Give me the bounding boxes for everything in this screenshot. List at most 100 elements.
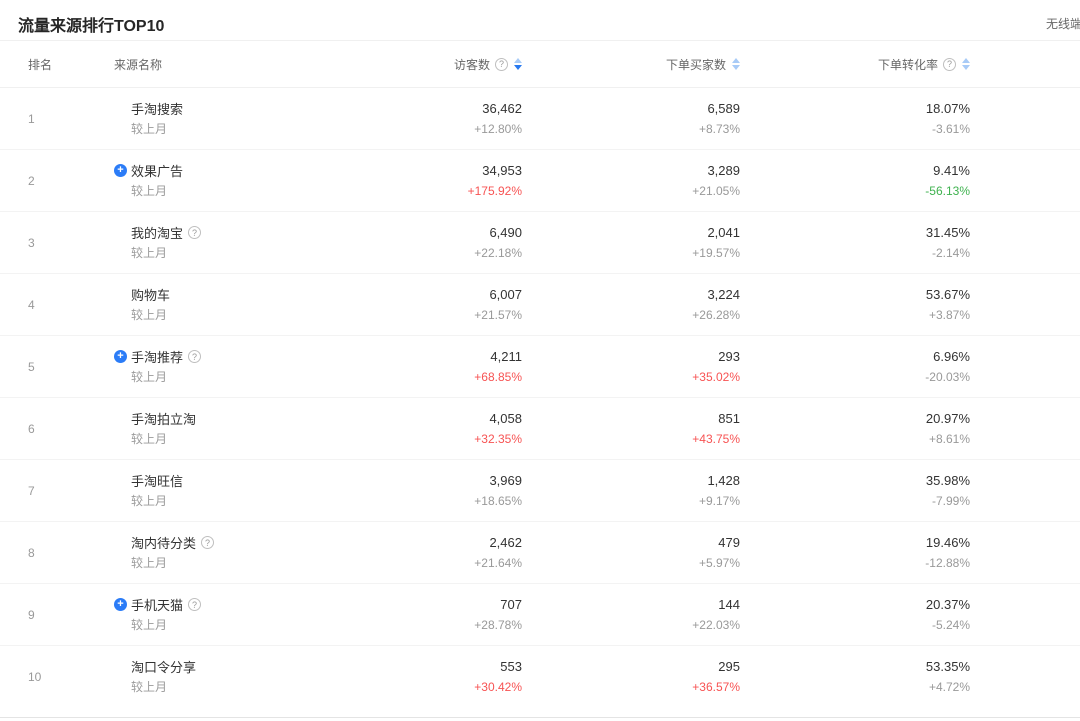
table-row: 5 + 手淘推荐 ? 较上月 4,211 +68.85% 293 +35.02%…: [0, 336, 1080, 398]
compare-label: 较上月: [131, 432, 168, 446]
conversion-value: 20.97%: [925, 411, 970, 426]
buyers-change: +8.73%: [698, 122, 740, 136]
sort-icon[interactable]: [732, 58, 740, 70]
conversion-value: 35.98%: [925, 473, 970, 488]
column-header-rank: 排名: [28, 57, 53, 72]
compare-label: 较上月: [131, 680, 168, 694]
table-row: 10 + 淘口令分享 ? 较上月 553 +30.42% 295 +36.57%…: [0, 646, 1080, 708]
source-name[interactable]: 我的淘宝: [131, 226, 184, 241]
source-name[interactable]: 购物车: [131, 288, 171, 303]
conversion-change: -56.13%: [925, 184, 970, 198]
visitors-value: 34,953: [482, 163, 522, 178]
rank-cell: 1: [28, 111, 35, 126]
table-row: 6 + 手淘拍立淘 ? 较上月 4,058 +32.35% 851 +43.75…: [0, 398, 1080, 460]
conversion-value: 18.07%: [925, 101, 970, 116]
help-icon[interactable]: ?: [188, 598, 202, 611]
visitors-change: +18.65%: [474, 494, 522, 508]
visitors-change: +68.85%: [474, 370, 522, 384]
buyers-change: +21.05%: [692, 184, 740, 198]
source-name[interactable]: 手淘搜索: [131, 102, 184, 117]
source-name[interactable]: 手淘拍立淘: [131, 412, 197, 427]
sort-icon[interactable]: [962, 58, 970, 70]
source-name[interactable]: 手淘推荐: [131, 350, 184, 365]
visitors-value: 36,462: [482, 101, 522, 116]
table-row: 2 + 效果广告 ? 较上月 34,953 +175.92% 3,289 +21…: [0, 150, 1080, 212]
visitors-value: 6,490: [489, 225, 522, 240]
help-icon[interactable]: ?: [188, 226, 202, 239]
conversion-change: -7.99%: [931, 494, 970, 508]
visitors-value: 4,058: [489, 411, 522, 426]
terminal-label[interactable]: 无线端: [1046, 17, 1080, 31]
compare-label: 较上月: [131, 370, 168, 384]
source-name[interactable]: 手淘旺信: [131, 474, 184, 489]
help-icon[interactable]: ?: [495, 57, 508, 71]
table-row: 9 + 手机天猫 ? 较上月 707 +28.78% 144 +22.03% 2…: [0, 584, 1080, 646]
conversion-value: 20.37%: [925, 597, 970, 612]
visitors-value: 2,462: [489, 535, 522, 550]
conversion-change: -12.88%: [925, 556, 970, 570]
source-name[interactable]: 淘口令分享: [131, 660, 197, 675]
rank-cell: 5: [28, 359, 35, 374]
column-header-source: 来源名称: [114, 57, 163, 72]
column-header-buyers-label: 下单买家数: [665, 57, 726, 72]
card-header: 流量来源排行TOP10 无线端: [0, 0, 1080, 41]
source-name[interactable]: 淘内待分类: [131, 536, 197, 551]
buyers-value: 6,589: [707, 101, 740, 116]
table-body: 1 + 手淘搜索 ? 较上月 36,462 +12.80% 6,589 +8.7…: [0, 88, 1080, 708]
buyers-value: 144: [718, 597, 740, 612]
conversion-value: 6.96%: [933, 349, 970, 364]
column-header-conversion-label: 下单转化率: [877, 57, 938, 72]
visitors-change: +21.64%: [474, 556, 522, 570]
compare-label: 较上月: [131, 618, 168, 632]
conversion-value: 53.67%: [925, 287, 970, 302]
visitors-change: +175.92%: [467, 184, 522, 198]
sort-icon[interactable]: [514, 58, 522, 70]
help-icon[interactable]: ?: [188, 350, 202, 363]
conversion-change: -2.14%: [931, 246, 970, 260]
buyers-value: 1,428: [707, 473, 740, 488]
buyers-change: +5.97%: [698, 556, 740, 570]
compare-label: 较上月: [131, 184, 168, 198]
conversion-change: +3.87%: [928, 308, 970, 322]
buyers-value: 293: [718, 349, 740, 364]
buyers-change: +43.75%: [692, 432, 740, 446]
column-header-visitors-label: 访客数: [453, 57, 490, 72]
visitors-change: +21.57%: [474, 308, 522, 322]
help-icon[interactable]: ?: [201, 536, 215, 549]
table-row: 1 + 手淘搜索 ? 较上月 36,462 +12.80% 6,589 +8.7…: [0, 88, 1080, 150]
column-header-buyers[interactable]: 下单买家数: [540, 56, 758, 73]
table-row: 4 + 购物车 ? 较上月 6,007 +21.57% 3,224 +26.28…: [0, 274, 1080, 336]
buyers-value: 3,224: [707, 287, 740, 302]
buyers-value: 295: [718, 659, 740, 674]
bottom-divider: [0, 717, 1080, 718]
plus-icon[interactable]: +: [114, 164, 127, 177]
page-title: 流量来源排行TOP10: [18, 18, 165, 35]
help-icon[interactable]: ?: [943, 57, 956, 71]
compare-label: 较上月: [131, 556, 168, 570]
plus-icon[interactable]: +: [114, 350, 127, 363]
buyers-change: +9.17%: [698, 494, 740, 508]
column-header-conversion[interactable]: 下单转化率 ?: [758, 56, 988, 73]
rank-cell: 4: [28, 297, 35, 312]
visitors-change: +32.35%: [474, 432, 522, 446]
buyers-value: 479: [718, 535, 740, 550]
table-row: 8 + 淘内待分类 ? 较上月 2,462 +21.64% 479 +5.97%…: [0, 522, 1080, 584]
conversion-value: 19.46%: [925, 535, 970, 550]
visitors-value: 553: [500, 659, 522, 674]
buyers-change: +22.03%: [692, 618, 740, 632]
rank-cell: 9: [28, 607, 35, 622]
conversion-change: -20.03%: [925, 370, 970, 384]
compare-label: 较上月: [131, 494, 168, 508]
source-name[interactable]: 效果广告: [131, 164, 184, 179]
plus-icon[interactable]: +: [114, 598, 127, 611]
column-header-visitors[interactable]: 访客数 ?: [420, 56, 540, 73]
conversion-value: 53.35%: [925, 659, 970, 674]
table-row: 3 + 我的淘宝 ? 较上月 6,490 +22.18% 2,041 +19.5…: [0, 212, 1080, 274]
source-name[interactable]: 手机天猫: [131, 598, 184, 613]
visitors-value: 4,211: [490, 349, 522, 364]
buyers-value: 2,041: [707, 225, 740, 240]
buyers-change: +36.57%: [692, 680, 740, 694]
rank-cell: 10: [28, 670, 42, 684]
compare-label: 较上月: [131, 246, 168, 260]
